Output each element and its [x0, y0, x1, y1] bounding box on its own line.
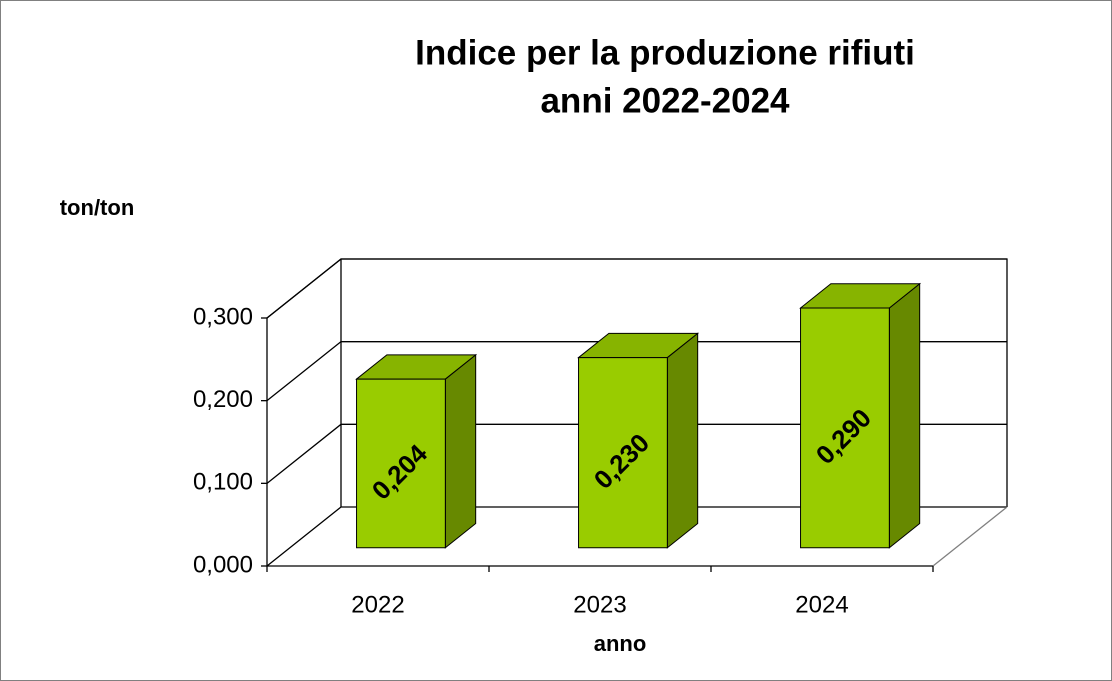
bar-side	[666, 332, 699, 549]
y-axis-label: ton/ton	[60, 195, 135, 220]
y-tick-label: 0,200	[193, 386, 253, 413]
floor-right-edge	[932, 506, 1008, 567]
chart-title: Indice per la produzione rifiuti	[415, 33, 915, 72]
x-axis-label: anno	[594, 631, 647, 656]
y-tick-label: 0,300	[193, 303, 253, 330]
x-tick-label: 2024	[795, 591, 848, 618]
y-tick-label: 0,000	[193, 551, 253, 578]
bar	[577, 332, 700, 549]
grid-line	[266, 258, 1007, 319]
bar-front	[578, 357, 668, 549]
bar-side	[444, 353, 477, 549]
bar	[799, 282, 922, 549]
chart-subtitle: anni 2022-2024	[540, 81, 790, 120]
bar-front	[356, 378, 446, 549]
y-tick-label: 0,100	[193, 469, 253, 496]
bar-front	[800, 307, 890, 549]
bar	[355, 353, 478, 549]
grid-line	[266, 341, 1007, 402]
x-tick-label: 2023	[573, 591, 626, 618]
grid-line	[266, 506, 1007, 567]
bar-side	[888, 282, 921, 549]
x-tick-label: 2022	[351, 591, 404, 618]
grid-line	[266, 423, 1007, 484]
